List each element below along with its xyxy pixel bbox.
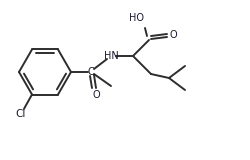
Text: HO: HO — [130, 13, 144, 23]
Text: O: O — [92, 90, 100, 100]
Text: Cl: Cl — [16, 109, 26, 119]
Text: C: C — [88, 67, 94, 77]
Text: HN: HN — [104, 51, 118, 61]
Text: O: O — [169, 30, 177, 40]
